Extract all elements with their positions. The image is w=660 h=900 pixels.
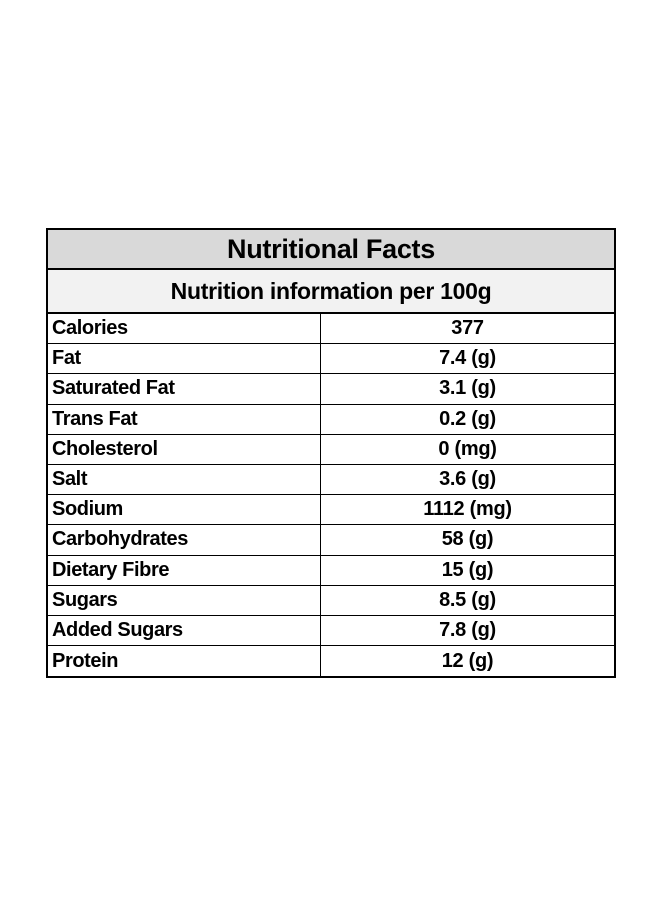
nutrient-name: Salt [48,464,321,495]
nutrient-name: Calories [48,314,321,344]
nutrient-name: Trans Fat [48,404,321,434]
nutrient-value: 0.2 (g) [439,407,496,430]
nutrient-name: Fat [48,344,321,374]
nutrition-facts-table: Nutritional Facts Nutrition information … [46,228,616,679]
table-row: Cholesterol 0 (mg) [48,434,614,465]
table-row: Sodium 1112 (mg) [48,495,614,526]
nutrient-value: 8.5 (g) [439,588,496,611]
nutrient-value: 7.8 (g) [439,618,496,641]
nutrient-value: 12 (g) [441,649,494,672]
table-subtitle: Nutrition information per 100g [48,270,614,314]
table-row: Fat 7.4 (g) [48,344,614,375]
nutrient-name: Sugars [48,585,321,615]
nutrient-name: Cholesterol [48,434,321,464]
nutrient-value: 7.4 (g) [439,347,496,370]
nutrient-name: Dietary Fibre [48,555,321,585]
nutrient-value: 0 (mg) [438,437,497,460]
table-row: Protein 12 (g) [48,646,614,677]
nutrient-name: Saturated Fat [48,374,321,404]
nutrient-name: Added Sugars [48,615,321,646]
table-row: Sugars 8.5 (g) [48,585,614,616]
table-row: Carbohydrates 58 (g) [48,525,614,556]
nutrient-name: Sodium [48,495,321,525]
nutrient-name: Protein [48,646,321,677]
nutrient-value: 377 [451,317,484,340]
table-row: Trans Fat 0.2 (g) [48,404,614,435]
table-row: Added Sugars 7.8 (g) [48,615,614,647]
table-row: Saturated Fat 3.1 (g) [48,374,614,405]
nutrient-value: 15 (g) [441,558,494,581]
table-row: Salt 3.6 (g) [48,464,614,496]
table-row: Calories 377 [48,314,614,345]
table-title: Nutritional Facts [48,230,614,270]
nutrient-value: 3.6 (g) [439,468,496,491]
nutrient-value: 1112 (mg) [423,498,512,521]
nutrient-name: Carbohydrates [48,525,321,555]
nutrient-value: 3.1 (g) [439,377,496,400]
nutrient-value: 58 (g) [441,528,494,551]
table-row: Dietary Fibre 15 (g) [48,555,614,586]
